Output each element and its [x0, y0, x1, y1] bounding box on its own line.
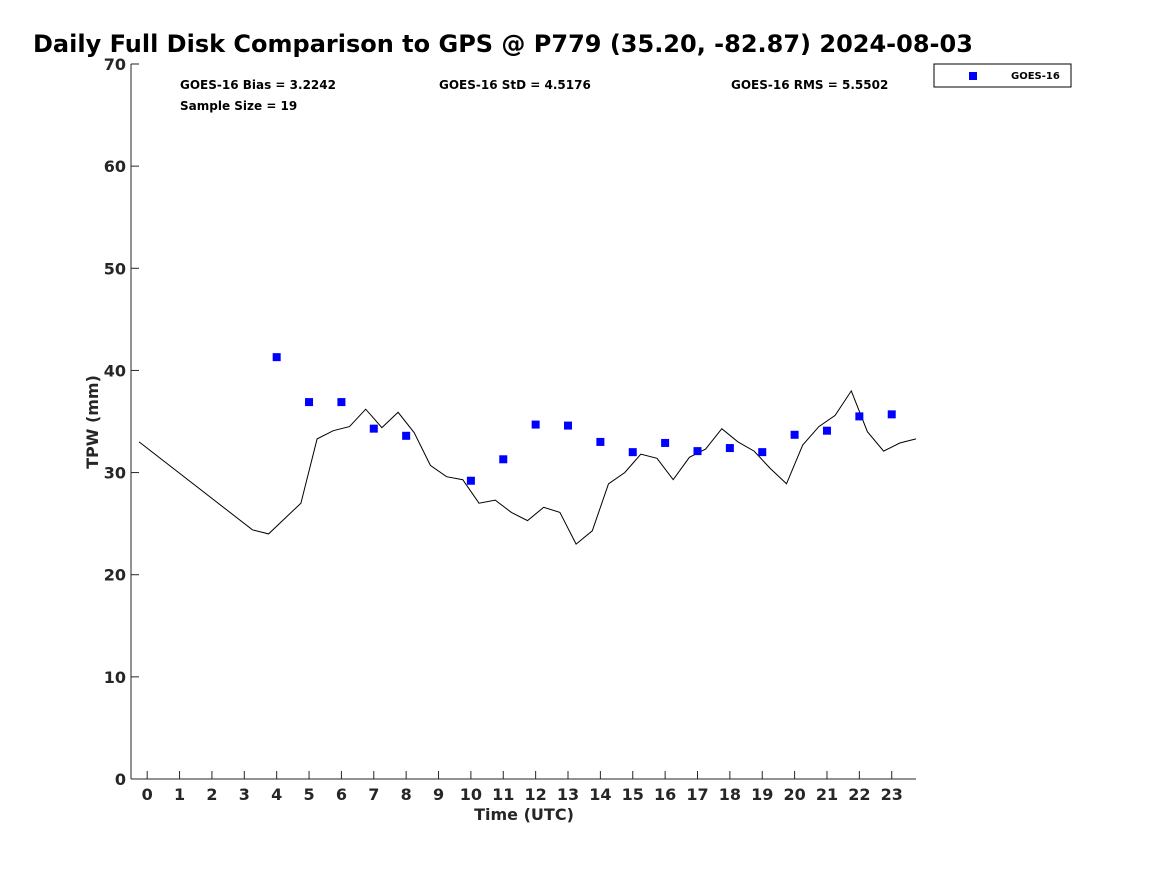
- x-tick-label: 6: [336, 785, 347, 804]
- y-tick-label: 70: [104, 55, 126, 74]
- x-tick-label: 19: [751, 785, 773, 804]
- goes16-markers: [272, 353, 896, 485]
- goes16-point: [466, 476, 475, 485]
- x-tick-label: 4: [271, 785, 282, 804]
- x-tick-label: 3: [239, 785, 250, 804]
- x-tick-label: 9: [433, 785, 444, 804]
- x-tick-label: 11: [492, 785, 514, 804]
- x-tick-label: 8: [401, 785, 412, 804]
- x-tick-label: 12: [525, 785, 547, 804]
- goes16-point: [887, 410, 896, 419]
- goes16-point: [790, 430, 799, 439]
- y-tick-label: 20: [104, 566, 126, 585]
- y-axis-label: TPW (mm): [83, 375, 102, 469]
- y-tick-label: 40: [104, 361, 126, 380]
- goes16-point: [758, 448, 767, 457]
- plot-area: [130, 64, 916, 780]
- gps-series-line: [138, 389, 917, 545]
- goes16-point: [661, 438, 670, 447]
- legend: GOES-16: [933, 63, 1072, 88]
- x-tick-label: 7: [368, 785, 379, 804]
- std-stat: GOES-16 StD = 4.5176: [439, 78, 591, 92]
- goes16-point: [564, 421, 573, 430]
- y-tick-label: 50: [104, 259, 126, 278]
- x-tick-label: 18: [719, 785, 741, 804]
- x-tick-label: 17: [686, 785, 708, 804]
- x-tick-label: 22: [848, 785, 870, 804]
- goes16-point: [596, 437, 605, 446]
- chart-title: Daily Full Disk Comparison to GPS @ P779…: [33, 30, 973, 58]
- x-tick-label: 2: [206, 785, 217, 804]
- legend-marker: [969, 72, 977, 80]
- sample-size-stat: Sample Size = 19: [180, 99, 297, 113]
- y-tick-label: 10: [104, 668, 126, 687]
- goes16-point: [402, 431, 411, 440]
- y-tick-label: 30: [104, 464, 126, 483]
- y-ticks: 0 10 20 30 40 50 60 70: [104, 55, 139, 789]
- x-tick-label: 1: [174, 785, 185, 804]
- y-tick-label: 0: [115, 770, 126, 789]
- goes16-point: [822, 426, 831, 435]
- x-tick-label: 16: [654, 785, 676, 804]
- x-tick-label: 14: [589, 785, 611, 804]
- x-tick-label: 20: [783, 785, 805, 804]
- x-tick-label: 23: [881, 785, 903, 804]
- goes16-point: [855, 412, 864, 421]
- goes16-point: [499, 455, 508, 464]
- x-ticks: 0 1 2 3 4 5 6 7 8 9 10 11 12 13 14 15 16 17 18 19 20 21 22 23: [142, 771, 903, 804]
- x-tick-label: 13: [557, 785, 579, 804]
- x-tick-label: 21: [816, 785, 838, 804]
- goes16-point: [628, 448, 637, 457]
- goes16-point: [272, 353, 281, 362]
- goes16-point: [725, 444, 734, 453]
- goes16-point: [369, 424, 378, 433]
- x-tick-label: 10: [460, 785, 482, 804]
- x-tick-label: 15: [622, 785, 644, 804]
- x-tick-label: 5: [303, 785, 314, 804]
- legend-box: [933, 63, 1072, 88]
- goes16-point: [337, 398, 346, 407]
- goes16-point: [305, 398, 314, 407]
- y-tick-label: 60: [104, 157, 126, 176]
- rms-stat: GOES-16 RMS = 5.5502: [731, 78, 888, 92]
- x-tick-label: 0: [142, 785, 153, 804]
- legend-label: GOES-16: [1011, 71, 1060, 82]
- goes16-point: [693, 447, 702, 456]
- x-axis-label: Time (UTC): [474, 805, 574, 824]
- bias-stat: GOES-16 Bias = 3.2242: [180, 78, 336, 92]
- goes16-point: [531, 420, 540, 429]
